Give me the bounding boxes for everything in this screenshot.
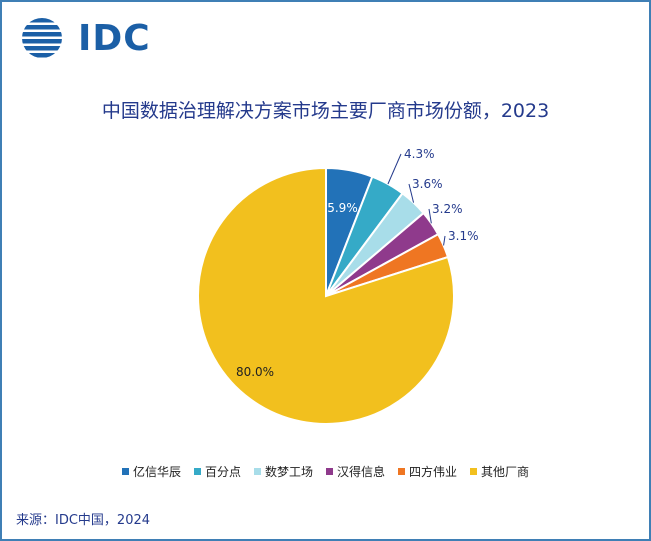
leader-line (408, 183, 415, 203)
pie-slice (197, 166, 455, 425)
leader-line (443, 235, 446, 246)
legend-label: 四方伟业 (409, 465, 458, 479)
slice-label: 3.2% (432, 202, 463, 216)
idc-logo: IDC (18, 14, 158, 62)
slice-label: 80.0% (236, 365, 274, 379)
legend-swatch (193, 468, 201, 475)
legend-label: 汉得信息 (337, 465, 386, 479)
legend-label: 亿信华辰 (132, 465, 181, 479)
legend-item: 汉得信息 (326, 463, 385, 480)
slice-label: 4.3% (404, 147, 435, 161)
legend-swatch (253, 468, 261, 475)
legend-label: 其他厂商 (481, 465, 530, 479)
legend-swatch (398, 468, 406, 475)
globe-icon (22, 18, 62, 58)
legend-swatch (470, 468, 478, 475)
chart-legend: 亿信华辰 百分点 数梦工场 汉得信息 四方伟业 其他厂商 (0, 463, 651, 480)
legend-item: 四方伟业 (398, 463, 457, 480)
chart-title: 中国数据治理解决方案市场主要厂商市场份额，2023 (101, 100, 550, 122)
pie-chart: 5.9% 4.3% 3.6% 3.2% 3.1% 80.0% (197, 147, 479, 425)
legend-item: 百分点 (193, 463, 241, 480)
leader-line (428, 208, 432, 224)
slice-label: 5.9% (327, 201, 358, 215)
slice-label: 3.1% (448, 229, 479, 243)
slice-label: 3.6% (412, 177, 443, 191)
legend-item: 数梦工场 (253, 463, 313, 480)
legend-label: 百分点 (204, 465, 241, 479)
legend-item: 亿信华辰 (121, 463, 181, 480)
legend-swatch (121, 468, 129, 475)
source-note: 来源：IDC中国，2024 (16, 513, 151, 528)
legend-label: 数梦工场 (264, 465, 313, 479)
leader-line (387, 153, 402, 185)
legend-swatch (326, 468, 333, 475)
logo-text: IDC (78, 18, 151, 59)
legend-item: 其他厂商 (470, 463, 529, 480)
